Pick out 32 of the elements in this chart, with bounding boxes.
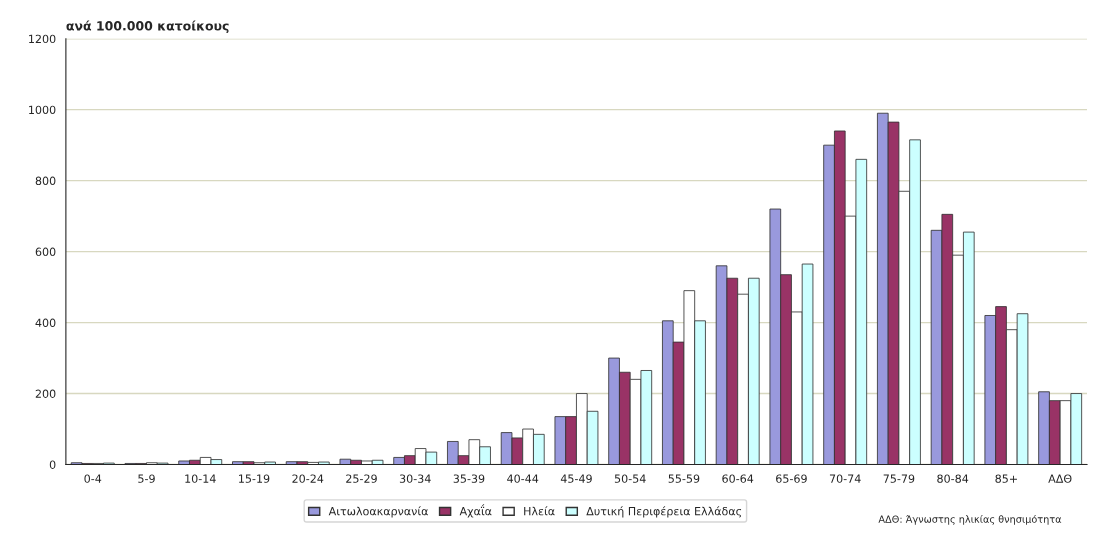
- legend-label: Αχαΐα: [459, 504, 492, 518]
- y-tick-label: 0: [49, 460, 56, 469]
- x-tick-label: 15-19: [239, 474, 270, 483]
- y-tick-label: 200: [35, 389, 56, 398]
- x-tick-label: 40-44: [507, 474, 539, 483]
- text: ΑΔΘ: Άγνωστης ηλικίας θνησιμότητα: [878, 514, 1062, 525]
- x-tick-label: 70-74: [829, 474, 861, 483]
- x-tick-label: 45-49: [560, 474, 592, 483]
- x-tick-label: 5-9: [138, 474, 155, 483]
- x-tick-label: 50-54: [614, 474, 646, 483]
- legend-label: Ηλεία: [524, 506, 555, 516]
- x-tick-label: 35-39: [453, 474, 485, 483]
- x-tick-label: 20-24: [292, 474, 324, 483]
- x-tick-label: 0-4: [84, 474, 102, 483]
- x-tick-label: 25-29: [346, 474, 377, 483]
- x-tick-label: 65-69: [776, 474, 807, 483]
- x-tick-label: ΑΔΘ: [1048, 474, 1072, 483]
- x-tick-label: 55-59: [668, 474, 700, 483]
- chart-title: ανά 100.000 κατοίκους: [66, 20, 229, 33]
- x-tick-label: 75-79: [883, 474, 915, 483]
- x-tick-label: 80-84: [937, 474, 969, 483]
- x-tick-label: 60-64: [722, 474, 754, 483]
- x-tick-label: 30-34: [399, 474, 431, 483]
- x-tick-label: 85+: [995, 474, 1017, 483]
- y-tick-label: 1200: [29, 34, 56, 44]
- y-tick-label: 600: [35, 247, 56, 256]
- legend-label: Δυτική Περιφέρεια Ελλάδας: [586, 506, 742, 518]
- x-tick-label: 10-14: [185, 474, 216, 483]
- y-tick-label: 1000: [29, 105, 56, 115]
- y-tick-label: 800: [35, 176, 56, 186]
- y-tick-label: 400: [35, 318, 56, 327]
- legend-label: Αιτωλοακαρνανία: [328, 506, 428, 518]
